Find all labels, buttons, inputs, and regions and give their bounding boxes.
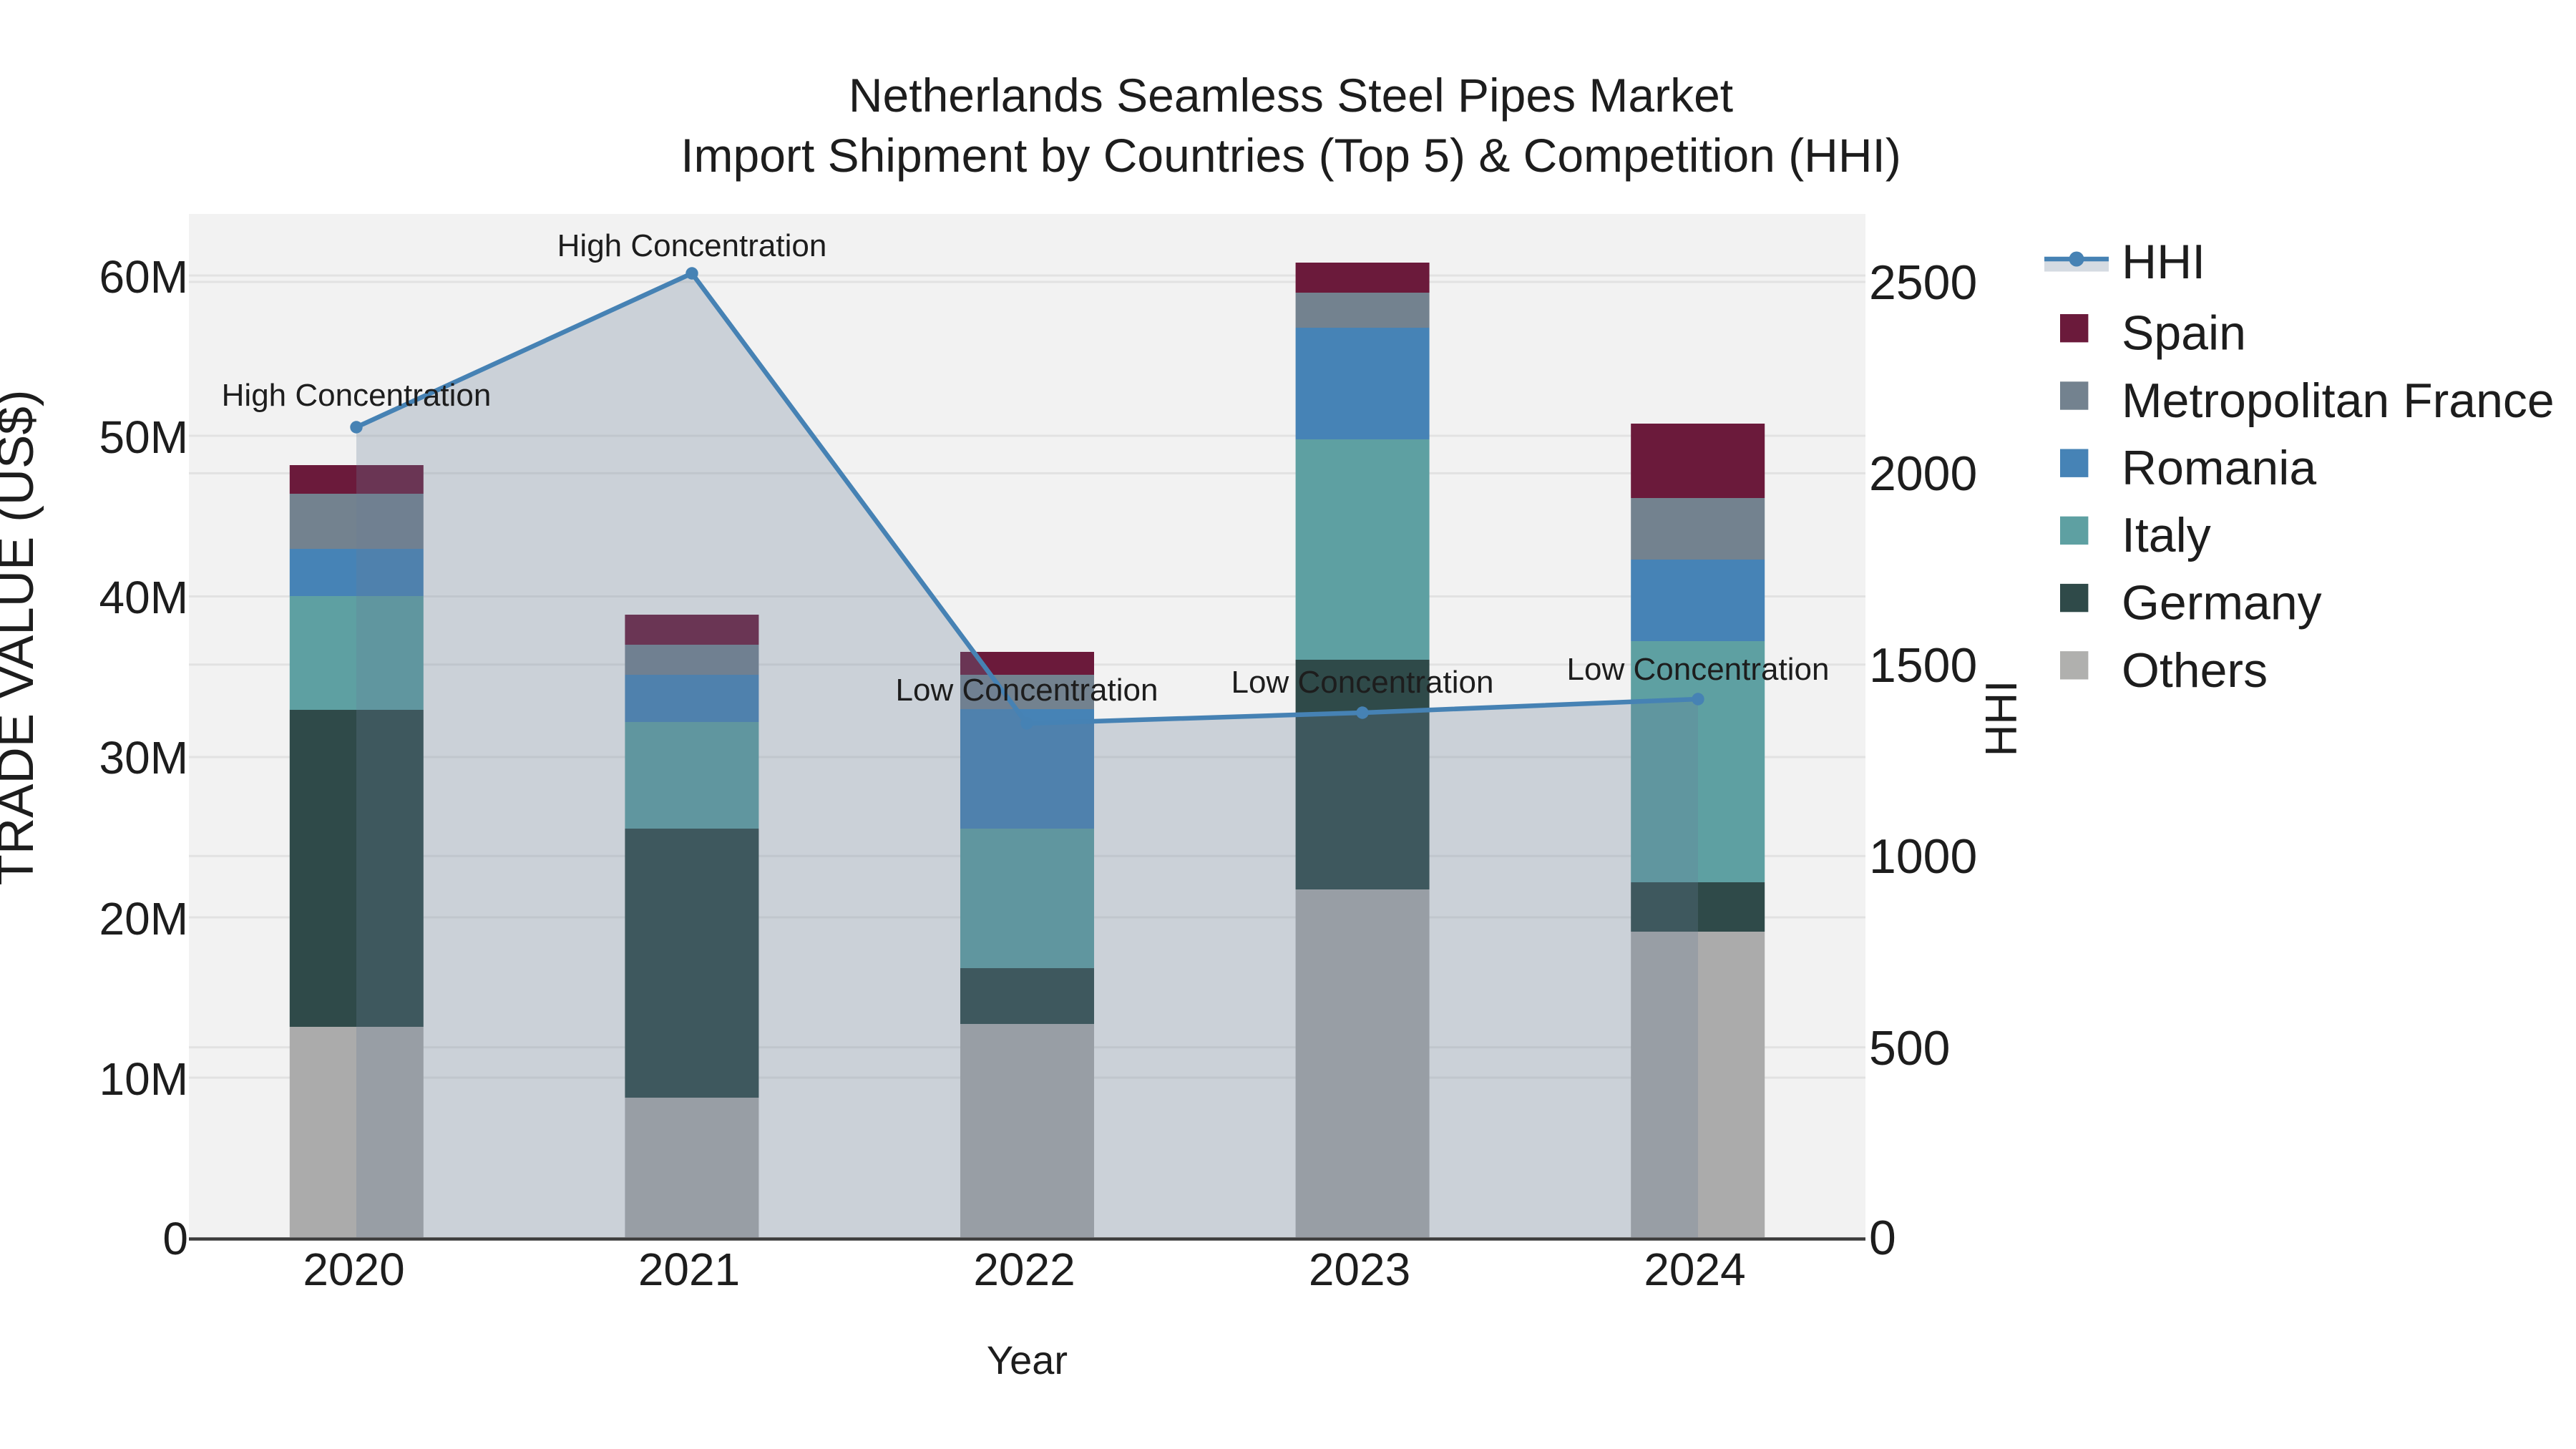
- svg-text:30M: 30M: [99, 732, 189, 784]
- svg-text:2500: 2500: [1869, 255, 1977, 310]
- svg-text:2022: 2022: [973, 1244, 1075, 1295]
- svg-text:Metropolitan France: Metropolitan France: [2122, 374, 2555, 428]
- svg-text:2023: 2023: [1309, 1244, 1410, 1295]
- svg-text:20M: 20M: [99, 893, 189, 945]
- svg-text:2020: 2020: [303, 1244, 404, 1295]
- svg-text:High Concentration: High Concentration: [557, 228, 827, 263]
- svg-text:HHI: HHI: [2122, 235, 2205, 289]
- svg-text:Germany: Germany: [2122, 576, 2322, 630]
- svg-text:Netherlands Seamless Steel Pip: Netherlands Seamless Steel Pipes Market: [849, 69, 1733, 122]
- svg-text:Others: Others: [2122, 643, 2268, 698]
- svg-text:Low Concentration: Low Concentration: [896, 673, 1158, 708]
- svg-text:High Concentration: High Concentration: [222, 378, 492, 413]
- svg-text:1500: 1500: [1869, 638, 1977, 693]
- svg-text:50M: 50M: [99, 411, 189, 463]
- svg-text:Italy: Italy: [2122, 508, 2211, 562]
- svg-text:TRADE VALUE (US$): TRADE VALUE (US$): [0, 389, 44, 885]
- svg-text:60M: 60M: [99, 251, 189, 303]
- svg-text:2024: 2024: [1644, 1244, 1745, 1295]
- svg-text:Year: Year: [987, 1337, 1068, 1382]
- svg-text:10M: 10M: [99, 1053, 189, 1105]
- svg-text:1000: 1000: [1869, 829, 1977, 884]
- svg-text:2021: 2021: [638, 1244, 740, 1295]
- svg-text:Low Concentration: Low Concentration: [1567, 652, 1830, 687]
- svg-text:HHI: HHI: [1977, 680, 2026, 757]
- svg-text:Romania: Romania: [2122, 441, 2316, 495]
- svg-text:Low Concentration: Low Concentration: [1231, 665, 1494, 700]
- svg-text:500: 500: [1869, 1021, 1950, 1075]
- svg-text:Import Shipment by Countries (: Import Shipment by Countries (Top 5) & C…: [680, 129, 1901, 182]
- svg-text:0: 0: [162, 1213, 188, 1264]
- svg-text:0: 0: [1869, 1211, 1896, 1265]
- svg-text:2000: 2000: [1869, 447, 1977, 501]
- svg-text:40M: 40M: [99, 572, 189, 623]
- svg-text:Spain: Spain: [2122, 306, 2246, 361]
